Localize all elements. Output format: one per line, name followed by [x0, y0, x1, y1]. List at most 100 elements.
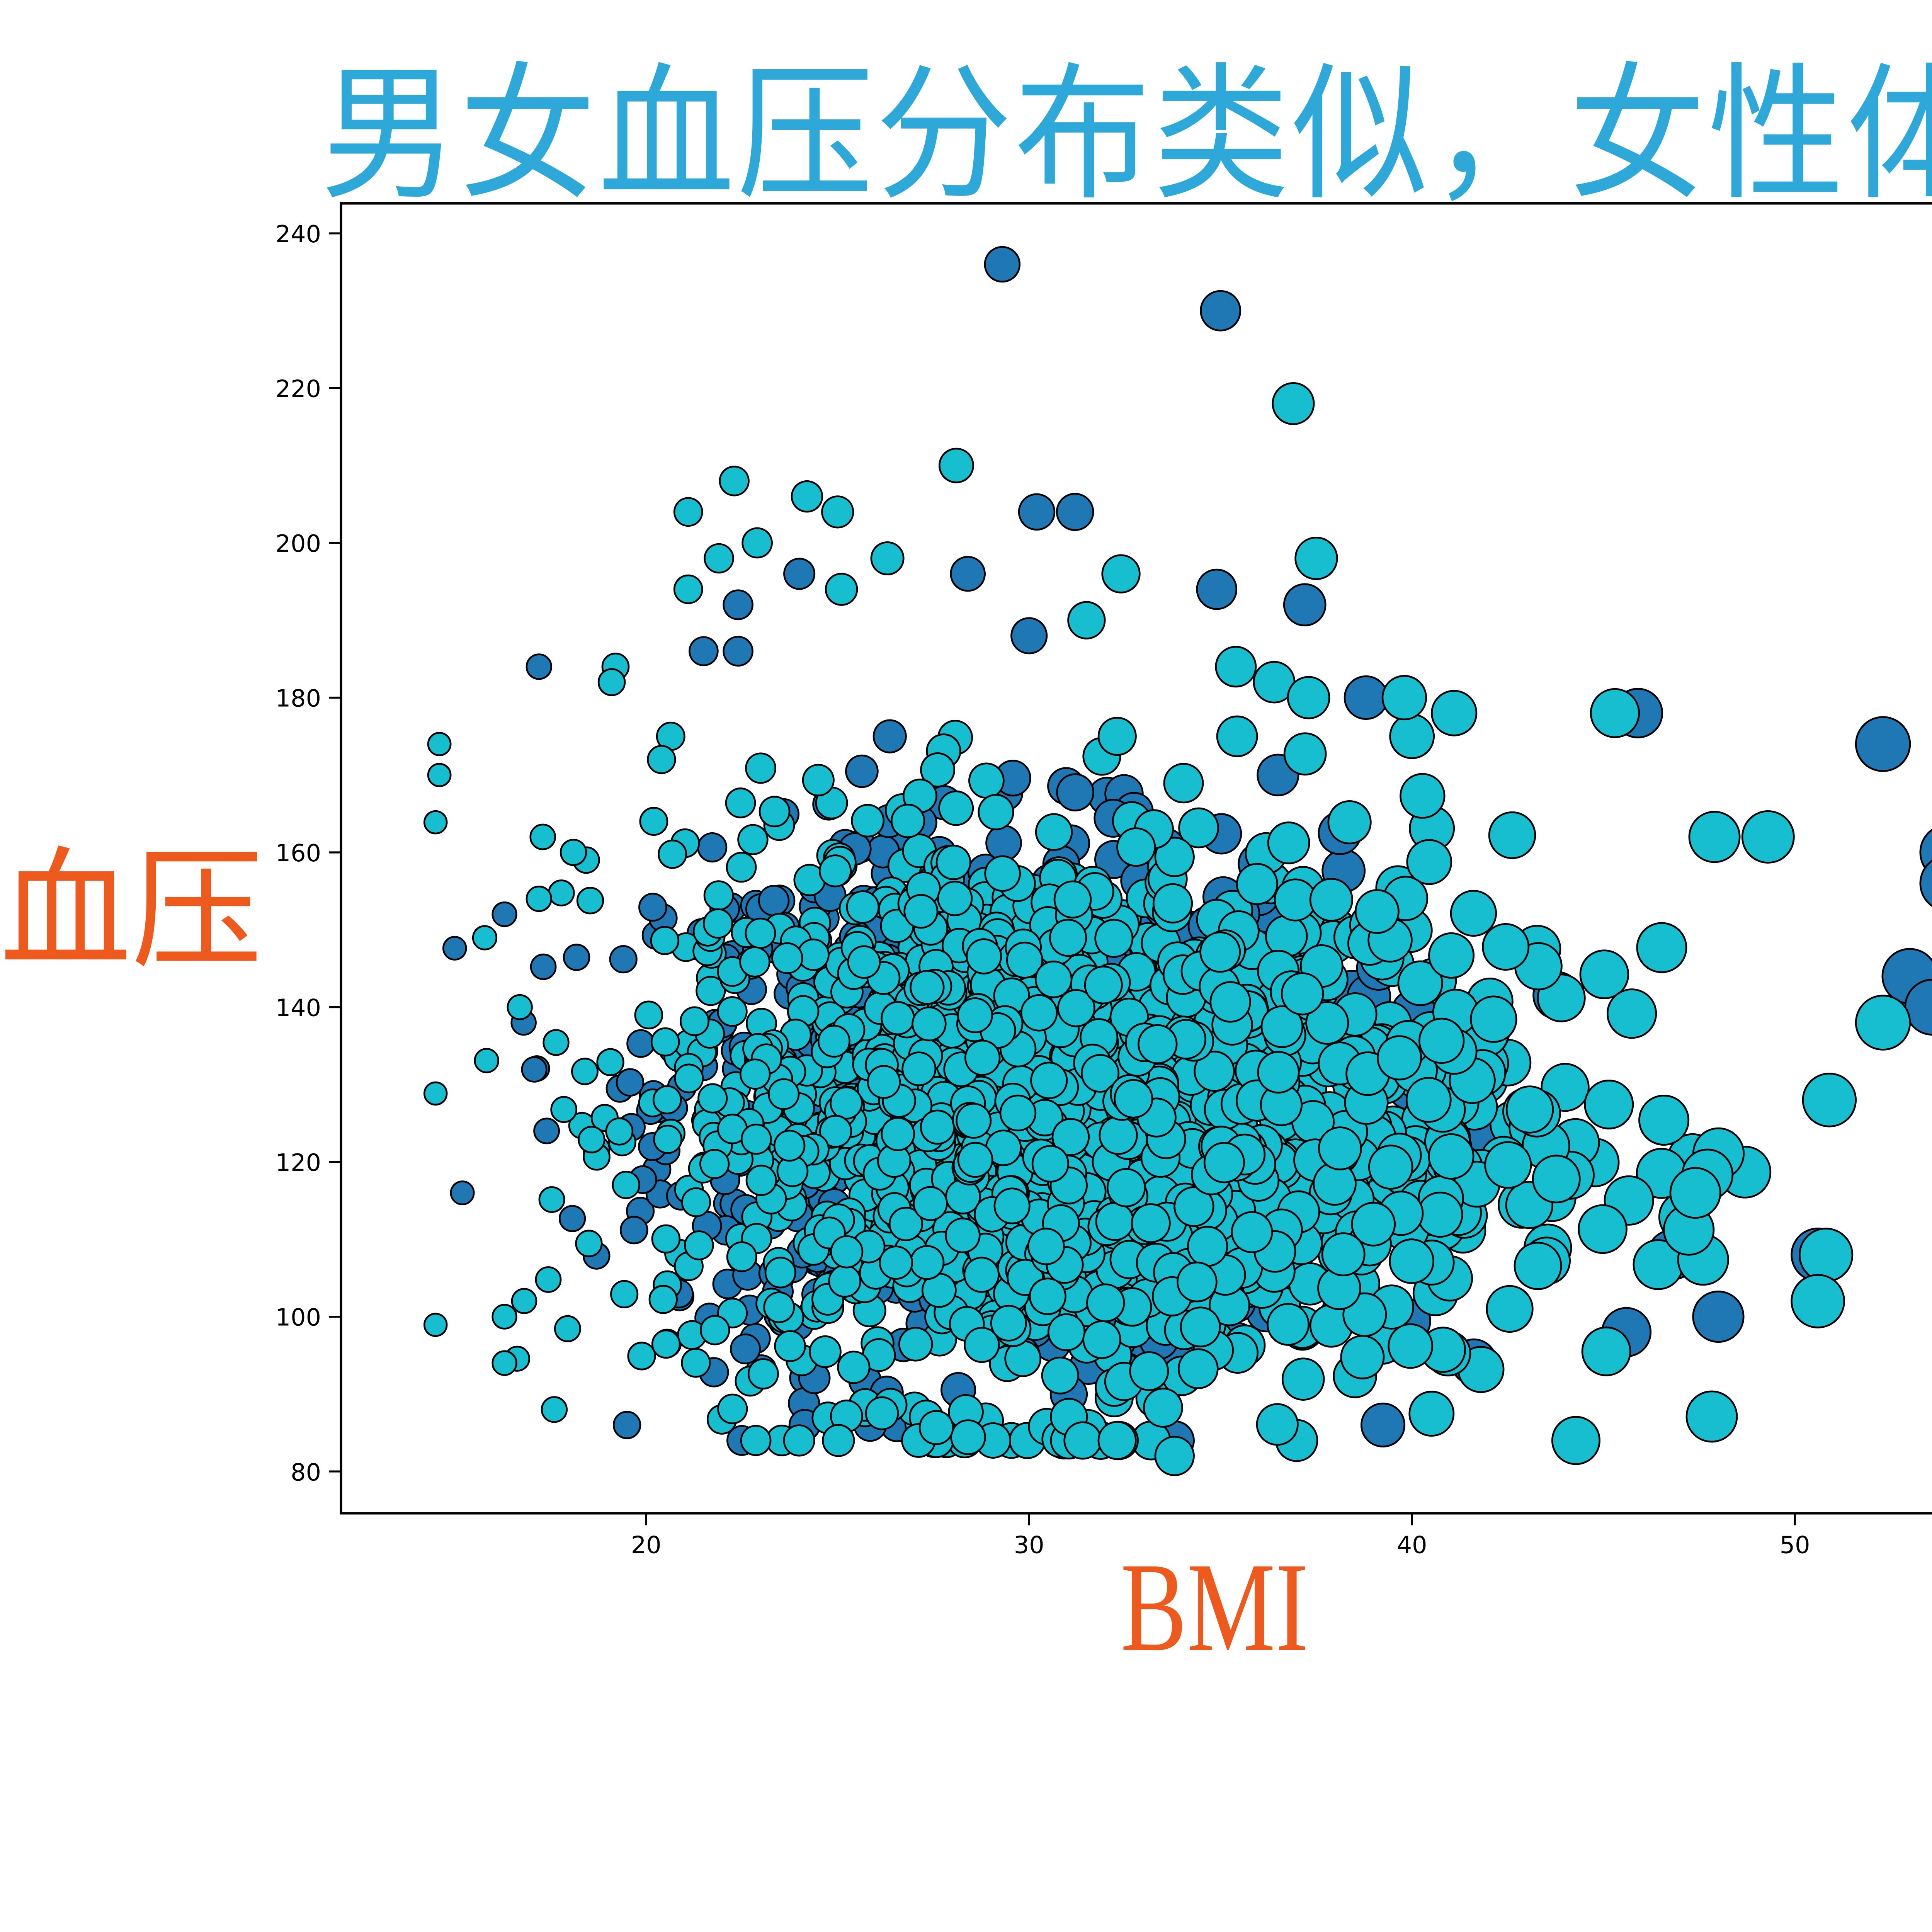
data-point	[576, 887, 604, 915]
data-point	[737, 824, 769, 855]
data-point	[1178, 807, 1219, 849]
data-point	[679, 1006, 710, 1036]
data-point	[730, 1333, 761, 1365]
data-point	[990, 1304, 1027, 1342]
data-point	[1799, 1228, 1854, 1282]
data-point	[559, 1205, 586, 1232]
y-tick-label: 120	[276, 1149, 321, 1177]
x-tick-label: 50	[1780, 1531, 1810, 1559]
data-point	[758, 884, 790, 917]
data-point	[956, 1103, 992, 1139]
data-point	[723, 636, 753, 667]
data-point	[474, 1048, 499, 1073]
data-point	[1084, 965, 1123, 1005]
data-point	[825, 573, 858, 606]
data-point	[726, 1241, 757, 1272]
data-point	[554, 1315, 581, 1342]
data-point	[529, 823, 556, 850]
data-point	[837, 1350, 871, 1384]
data-point	[938, 790, 974, 826]
data-point	[1194, 1051, 1235, 1092]
data-point	[648, 1285, 678, 1314]
data-point	[978, 794, 1014, 830]
data-point	[1400, 773, 1446, 819]
data-point	[450, 1180, 475, 1206]
data-point	[1199, 931, 1241, 973]
data-point	[845, 754, 879, 788]
scatter-points	[423, 246, 1932, 1476]
data-point	[651, 1224, 681, 1254]
data-point	[1256, 1403, 1299, 1446]
data-point	[1584, 1080, 1634, 1129]
data-point	[1047, 1313, 1086, 1351]
data-point	[1053, 880, 1092, 919]
data-point	[717, 996, 748, 1027]
data-point	[1067, 601, 1106, 639]
data-point	[898, 1327, 933, 1362]
data-point	[538, 1186, 565, 1213]
data-point	[1163, 763, 1204, 804]
data-point	[1606, 988, 1657, 1039]
data-point	[950, 1419, 986, 1455]
data-point	[1327, 800, 1372, 845]
data-point	[639, 807, 668, 836]
data-point	[818, 854, 852, 888]
data-point	[1802, 1073, 1857, 1128]
plot-frame	[340, 202, 1932, 1515]
data-point	[699, 1149, 730, 1179]
data-point	[950, 556, 986, 592]
data-point	[1196, 568, 1238, 610]
data-point	[1636, 922, 1687, 973]
data-point	[1470, 995, 1517, 1043]
data-point	[719, 466, 750, 497]
y-axis-label: 血压	[0, 839, 263, 985]
data-point	[764, 1257, 796, 1289]
data-point	[1368, 1145, 1413, 1190]
data-point	[1267, 1303, 1310, 1346]
data-point	[423, 1313, 448, 1337]
data-point	[821, 495, 854, 529]
data-point	[985, 825, 1022, 862]
data-point	[596, 1048, 624, 1077]
data-point	[1097, 717, 1137, 756]
data-point	[1484, 1141, 1532, 1189]
data-point	[427, 763, 452, 787]
data-point	[993, 1187, 1031, 1225]
data-point	[910, 1245, 945, 1280]
data-point	[1578, 1204, 1628, 1254]
data-point	[851, 804, 885, 838]
y-tick-label: 160	[276, 839, 321, 867]
data-point	[563, 944, 590, 971]
data-point	[822, 1424, 855, 1457]
data-point	[1919, 859, 1932, 907]
data-point	[1154, 1435, 1195, 1476]
data-point	[1200, 290, 1242, 332]
data-point	[541, 1396, 568, 1423]
data-point	[830, 1086, 863, 1120]
y-axis-ticks: 80 100 120 140 160 180 200 220 240	[276, 220, 341, 1486]
data-point	[521, 1056, 548, 1083]
data-point	[1344, 675, 1388, 720]
data-point	[696, 976, 726, 1006]
data-point	[759, 796, 791, 828]
data-point	[1551, 1416, 1601, 1465]
data-point	[771, 942, 803, 974]
data-point	[492, 1304, 517, 1330]
data-point	[700, 1315, 730, 1345]
data-point	[616, 1068, 645, 1097]
data-point	[1138, 1024, 1178, 1065]
data-point	[1081, 1054, 1120, 1093]
data-point	[742, 527, 773, 559]
data-point	[1020, 994, 1058, 1032]
data-point	[984, 855, 1021, 892]
data-point	[1406, 839, 1452, 885]
data-point	[1281, 1357, 1325, 1401]
data-point	[605, 1117, 634, 1146]
data-point	[652, 1085, 682, 1115]
data-point	[1283, 732, 1327, 776]
data-point	[550, 1096, 578, 1123]
data-point	[1417, 1191, 1463, 1238]
data-point	[999, 1094, 1037, 1132]
data-point	[472, 925, 498, 951]
data-point	[1086, 1283, 1125, 1322]
